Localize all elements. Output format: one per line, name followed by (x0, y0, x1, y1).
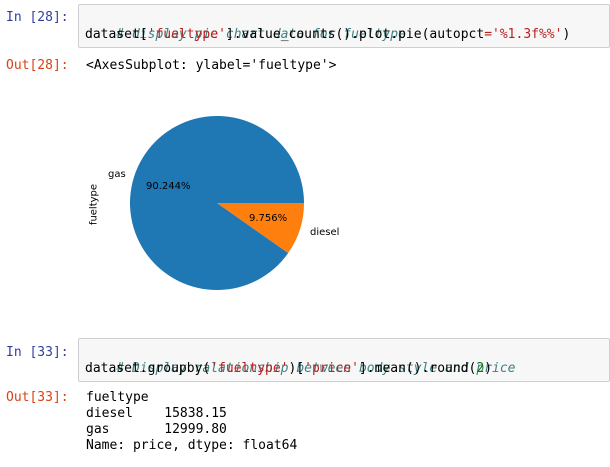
pie-slice-gas (129, 116, 304, 291)
code-number: 2 (476, 361, 485, 376)
code-token: ].value_counts().plot.pie(autopct (225, 27, 485, 42)
code-operator: = (484, 27, 493, 42)
cell-33-output-line: gas 12999.80 (86, 422, 227, 437)
cell-33-in-prompt: In [33]: (6, 345, 69, 360)
cell-28-comment: # display pie chart data for fueltype (116, 27, 406, 42)
pie-label-gas: gas (108, 169, 126, 180)
cell-33-comment: # Display ralationship between body styl… (116, 361, 516, 376)
code-token: ) (484, 361, 493, 376)
code-string: '%1.3f%%' (492, 27, 563, 42)
code-string: 'fueltype' (147, 27, 226, 42)
cell-33-output-line: fueltype (86, 390, 149, 405)
pie-pct-diesel: 9.756% (249, 213, 288, 224)
cell-28-out-prompt: Out[28]: (6, 58, 69, 73)
cell-28-code-editor[interactable]: # display pie chart data for fueltype da… (78, 4, 610, 48)
code-token: dataset.groupby( (85, 361, 211, 376)
cell-33-code-editor[interactable]: # Display ralationship between body styl… (78, 338, 610, 382)
pie-slice-diesel (217, 203, 304, 254)
cell-33-code-line-2: dataset.groupby('fueltype')['price'].mea… (85, 361, 492, 377)
cell-33-output-line: diesel 15838.15 (86, 406, 227, 421)
cell-28-output-text: <AxesSubplot: ylabel='fueltype'> (86, 58, 337, 73)
pie-ylabel: fueltype (88, 183, 100, 226)
code-token: ].mean().round( (358, 361, 477, 376)
pie-pct-gas: 90.244% (146, 181, 191, 192)
cell-28-in-prompt: In [28]: (6, 10, 69, 25)
cell-33-out-prompt: Out[33]: (6, 390, 69, 405)
code-token: )[ (288, 361, 305, 376)
cell-33-code-line-1: # Display ralationship between body styl… (85, 345, 515, 393)
code-token: dataset[ (85, 27, 148, 42)
pie-label-diesel: diesel (310, 227, 340, 238)
cell-33-output-line: Name: price, dtype: float64 (86, 438, 298, 453)
cell-28-code-line-1: # display pie chart data for fueltype (85, 11, 406, 59)
code-string: 'fueltype' (210, 361, 289, 376)
code-string: 'price' (304, 361, 359, 376)
cell-28-code-line-2: dataset['fueltype'].value_counts().plot.… (85, 27, 570, 43)
code-token: ) (562, 27, 571, 42)
